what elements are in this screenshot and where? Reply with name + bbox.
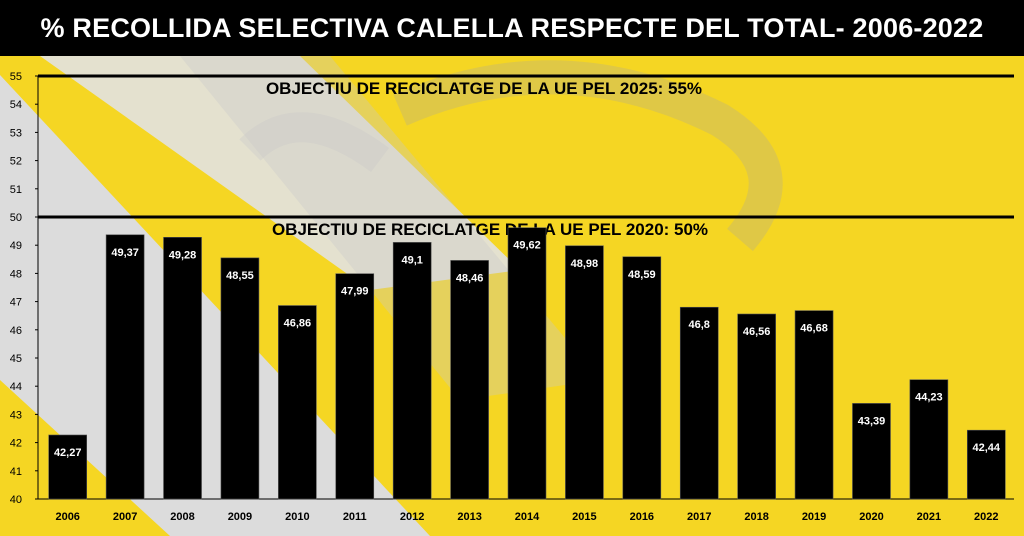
bar — [565, 245, 604, 500]
bar — [220, 257, 260, 500]
reference-lines: OBJECTIU DE RECICLATGE DE LA UE PEL 2025… — [38, 74, 1014, 239]
y-tick-label: 52 — [10, 156, 22, 168]
bars: 42,27 49,37 49,28 48,55 46,86 47,99 49,1 48,46 4… — [48, 227, 1006, 500]
x-tick-label: 2015 — [572, 511, 596, 523]
bar — [278, 305, 317, 500]
x-tick-label: 2017 — [687, 511, 711, 523]
x-tick-label: 2014 — [515, 511, 540, 523]
watermark-arc-2 — [239, 112, 389, 173]
bar-value-label: 46,68 — [800, 323, 828, 335]
x-tick-label: 2018 — [744, 511, 768, 523]
y-tick-label: 45 — [10, 353, 22, 365]
bar-value-label: 48,98 — [571, 258, 599, 270]
x-tick-label: 2010 — [285, 511, 309, 523]
y-tick-label: 43 — [10, 409, 22, 421]
y-tick-label: 42 — [10, 438, 22, 450]
y-tick-label: 44 — [10, 381, 22, 393]
bar — [852, 403, 891, 500]
bar-value-label: 48,55 — [226, 270, 254, 282]
x-tick-label: 2022 — [974, 511, 998, 523]
bar — [737, 313, 776, 500]
bar-value-label: 47,99 — [341, 286, 369, 298]
bar — [794, 310, 834, 500]
bar — [507, 227, 547, 500]
bar — [105, 234, 145, 500]
x-tick-label: 2013 — [457, 511, 481, 523]
watermark-stroke — [180, 56, 600, 400]
bar-value-label: 44,23 — [915, 392, 943, 404]
x-tick-label: 2021 — [917, 511, 941, 523]
y-tick-label: 41 — [10, 466, 22, 478]
bar-value-label: 42,27 — [54, 447, 82, 459]
title-bar: % RECOLLIDA SELECTIVA CALELLA RESPECTE D… — [0, 0, 1024, 56]
y-tick-label: 46 — [10, 325, 22, 337]
reference-line-label: OBJECTIU DE RECICLATGE DE LA UE PEL 2020… — [272, 220, 708, 239]
bar-value-label: 49,37 — [111, 247, 139, 259]
reference-line-label: OBJECTIU DE RECICLATGE DE LA UE PEL 2025… — [266, 79, 702, 98]
x-tick-label: 2020 — [859, 511, 883, 523]
x-tick-label: 2007 — [113, 511, 137, 523]
bar-value-label: 48,59 — [628, 269, 656, 281]
x-tick-label: 2019 — [802, 511, 826, 523]
x-axis: 2006 2007 2008 2009 2010 2011 2012 2013 2014 2015… — [55, 511, 998, 523]
bar — [48, 434, 88, 500]
bar-value-label: 49,28 — [169, 249, 197, 261]
bar-value-label: 49,62 — [513, 240, 541, 252]
bar-value-label: 42,44 — [973, 442, 1001, 454]
bar-value-label: 46,8 — [689, 319, 710, 331]
bar-value-label: 46,86 — [284, 318, 312, 330]
bar — [392, 242, 432, 500]
bar-value-label: 46,56 — [743, 326, 771, 338]
bar — [335, 273, 375, 500]
y-tick-label: 51 — [10, 184, 22, 196]
bar-value-label: 49,1 — [401, 254, 422, 266]
bar — [450, 260, 489, 500]
x-tick-label: 2008 — [170, 511, 194, 523]
bar — [679, 306, 719, 500]
y-tick-label: 48 — [10, 268, 22, 280]
watermark-arc — [393, 60, 783, 252]
x-tick-label: 2016 — [630, 511, 654, 523]
x-tick-label: 2011 — [343, 511, 367, 523]
y-tick-label: 47 — [10, 297, 22, 309]
bar — [622, 256, 662, 500]
y-tick-label: 54 — [10, 99, 22, 111]
bar — [163, 237, 202, 500]
x-tick-label: 2012 — [400, 511, 424, 523]
gray-band-upper — [40, 56, 520, 290]
y-tick-label: 40 — [10, 494, 22, 506]
x-tick-label: 2006 — [55, 511, 79, 523]
y-tick-label: 53 — [10, 127, 22, 139]
bar — [966, 429, 1006, 500]
y-tick-label: 50 — [10, 212, 22, 224]
bar — [909, 379, 949, 500]
bar-value-label: 43,39 — [858, 415, 886, 427]
chart-title: % RECOLLIDA SELECTIVA CALELLA RESPECTE D… — [40, 12, 984, 43]
y-tick-label: 55 — [10, 71, 22, 83]
y-tick-label: 49 — [10, 240, 22, 252]
x-tick-label: 2009 — [228, 511, 252, 523]
bar-value-label: 48,46 — [456, 272, 484, 284]
